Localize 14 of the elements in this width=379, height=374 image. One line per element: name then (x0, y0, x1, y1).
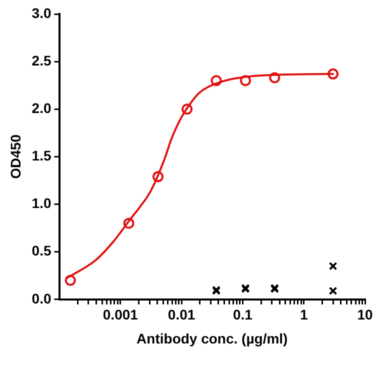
y-tick-label: 2.5 (32, 52, 52, 68)
y-tick-label: 3.0 (32, 4, 52, 21)
x-tick-label: 0.1 (232, 306, 253, 323)
y-tick-label: 0.5 (32, 242, 52, 259)
y-tick-label: 2.0 (32, 100, 52, 116)
x-axis-title: Antibody conc. (µg/ml) (136, 330, 288, 346)
x-tick-label: 1 (300, 306, 308, 323)
x-tick-label: 10 (357, 306, 373, 323)
y-axis-title: OD450 (7, 134, 24, 179)
x-tick-label: 0.001 (102, 306, 138, 323)
y-tick-label: 1.0 (32, 195, 52, 212)
y-tick-label: 0.0 (32, 290, 52, 306)
y-tick-label: 1.5 (32, 148, 52, 164)
x-tick-label: 0.01 (168, 306, 196, 323)
